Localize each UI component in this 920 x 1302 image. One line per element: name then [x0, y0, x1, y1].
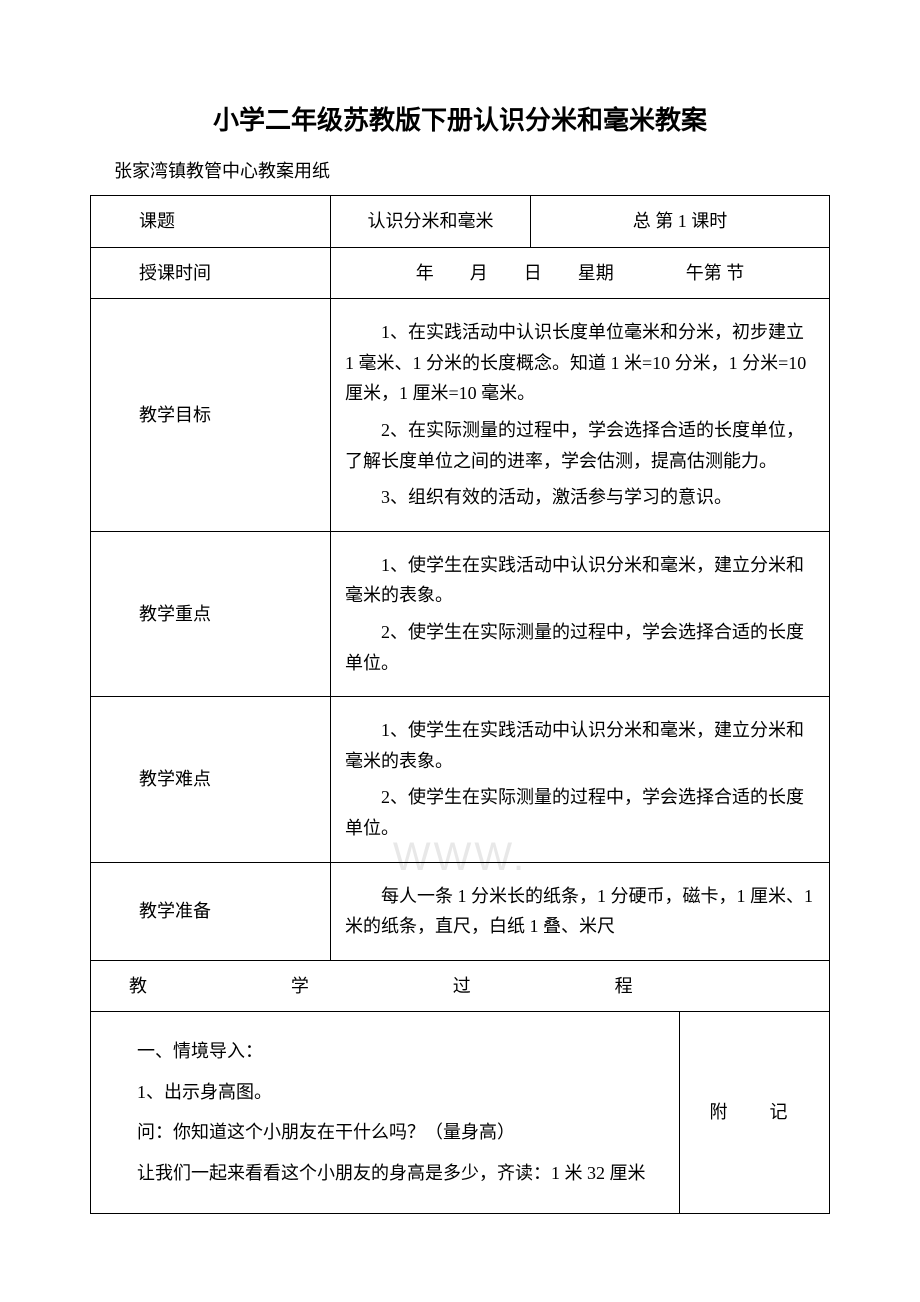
- table-row: 课题 认识分米和毫米 总 第 1 课时: [91, 196, 830, 248]
- topic-label: 课题: [91, 196, 331, 248]
- table-row: 教学准备 每人一条 1 分米长的纸条，1 分硬币，磁卡，1 厘米、1 米的纸条，…: [91, 862, 830, 960]
- body-p2: 1、出示身高图。: [101, 1077, 669, 1108]
- page-subtitle: 张家湾镇教管中心教案用纸: [90, 157, 830, 183]
- process-c3: 过: [453, 971, 471, 1002]
- table-row: 教 学 过 程: [91, 960, 830, 1012]
- prep-content: 每人一条 1 分米长的纸条，1 分硬币，磁卡，1 厘米、1 米的纸条，直尺，白纸…: [331, 862, 830, 960]
- topic-value: 认识分米和毫米: [331, 196, 531, 248]
- process-c4: 程: [615, 971, 633, 1002]
- keypoint-content: 1、使学生在实践活动中认识分米和毫米，建立分米和毫米的表象。 2、使学生在实际测…: [331, 531, 830, 696]
- difficulty-p1: 1、使学生在实践活动中认识分米和毫米，建立分米和毫米的表象。: [345, 715, 815, 776]
- table-row: 教学难点 1、使学生在实践活动中认识分米和毫米，建立分米和毫米的表象。 2、使学…: [91, 697, 830, 862]
- keypoint-p2: 2、使学生在实际测量的过程中，学会选择合适的长度单位。: [345, 617, 815, 678]
- body-p3: 问：你知道这个小朋友在干什么吗？（量身高）: [101, 1117, 669, 1148]
- time-label: 授课时间: [91, 247, 331, 299]
- table-row: 教学重点 1、使学生在实践活动中认识分米和毫米，建立分米和毫米的表象。 2、使学…: [91, 531, 830, 696]
- goal-p2: 2、在实际测量的过程中，学会选择合适的长度单位，了解长度单位之间的进率，学会估测…: [345, 415, 815, 476]
- body-p4: 让我们一起来看看这个小朋友的身高是多少，齐读：1 米 32 厘米: [101, 1158, 669, 1189]
- lesson-number: 总 第 1 课时: [531, 196, 830, 248]
- goal-p1: 1、在实践活动中认识长度单位毫米和分米，初步建立 1 毫米、1 分米的长度概念。…: [345, 317, 815, 409]
- table-row: 教学目标 1、在实践活动中认识长度单位毫米和分米，初步建立 1 毫米、1 分米的…: [91, 299, 830, 532]
- table-row: 一、情境导入： 1、出示身高图。 问：你知道这个小朋友在干什么吗？（量身高） 让…: [91, 1012, 830, 1213]
- lesson-plan-table: 课题 认识分米和毫米 总 第 1 课时 授课时间 年 月 日 星期 午第 节 教…: [90, 195, 830, 1214]
- process-body: 一、情境导入： 1、出示身高图。 问：你知道这个小朋友在干什么吗？（量身高） 让…: [91, 1012, 680, 1213]
- difficulty-p2: 2、使学生在实际测量的过程中，学会选择合适的长度单位。: [345, 782, 815, 843]
- goal-p3: 3、组织有效的活动，激活参与学习的意识。: [345, 482, 815, 513]
- body-p1: 一、情境导入：: [101, 1036, 669, 1067]
- process-c1: 教: [129, 971, 147, 1002]
- appendix-label: 附 记: [680, 1012, 830, 1213]
- page-title: 小学二年级苏教版下册认识分米和毫米教案: [90, 100, 830, 137]
- table-row: 授课时间 年 月 日 星期 午第 节: [91, 247, 830, 299]
- process-header: 教 学 过 程: [91, 960, 830, 1012]
- prep-label: 教学准备: [91, 862, 331, 960]
- keypoint-label: 教学重点: [91, 531, 331, 696]
- goal-content: 1、在实践活动中认识长度单位毫米和分米，初步建立 1 毫米、1 分米的长度概念。…: [331, 299, 830, 532]
- prep-value: 每人一条 1 分米长的纸条，1 分硬币，磁卡，1 厘米、1 米的纸条，直尺，白纸…: [345, 881, 815, 942]
- process-c2: 学: [291, 971, 309, 1002]
- goal-label: 教学目标: [91, 299, 331, 532]
- difficulty-label: 教学难点: [91, 697, 331, 862]
- difficulty-content: 1、使学生在实践活动中认识分米和毫米，建立分米和毫米的表象。 2、使学生在实际测…: [331, 697, 830, 862]
- time-value: 年 月 日 星期 午第 节: [331, 247, 830, 299]
- keypoint-p1: 1、使学生在实践活动中认识分米和毫米，建立分米和毫米的表象。: [345, 550, 815, 611]
